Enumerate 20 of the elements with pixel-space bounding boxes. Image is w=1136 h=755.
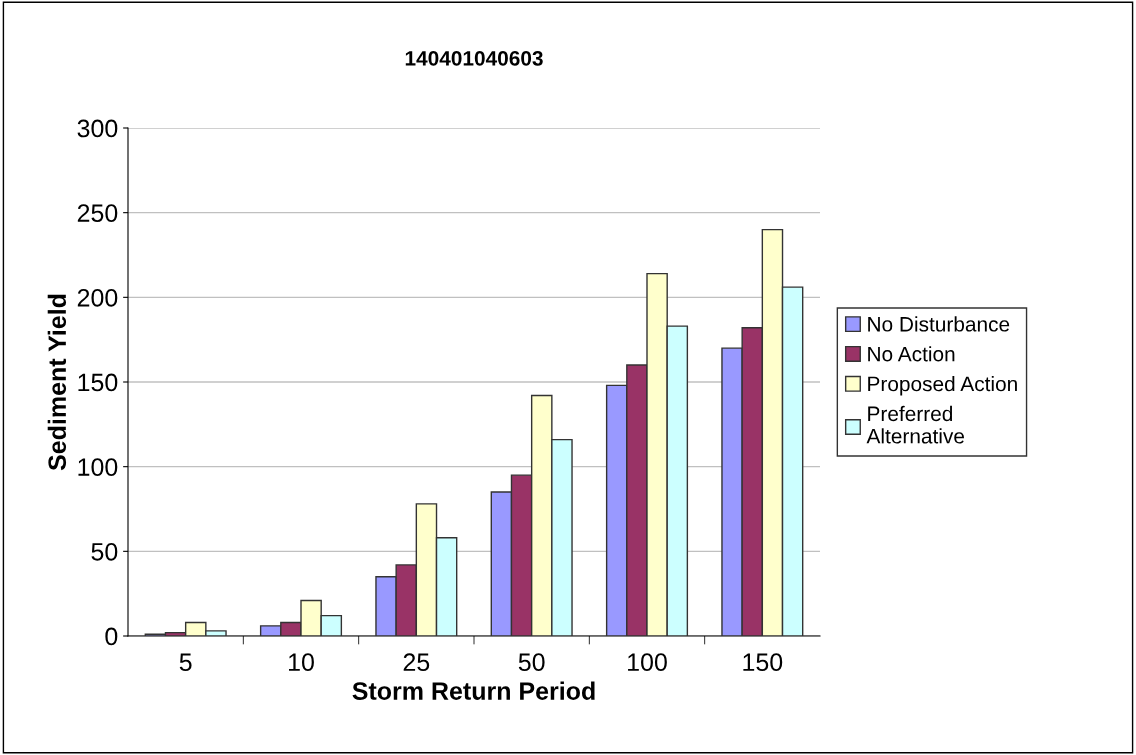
- y-tick-label: 300: [77, 119, 118, 138]
- y-tick-label: 150: [78, 373, 118, 392]
- y-axis-title: Sediment Yield: [47, 294, 67, 471]
- chart-title: 140401040603: [405, 50, 543, 66]
- x-tick-label: 50: [518, 653, 545, 672]
- x-tick-label: 25: [403, 653, 430, 672]
- y-tick-label: 0: [105, 627, 118, 646]
- legend-label: Proposed Action: [868, 375, 1017, 396]
- x-tick-label: 5: [179, 653, 192, 672]
- x-tick-label: 100: [628, 653, 667, 672]
- x-tick-label: 150: [743, 653, 783, 672]
- x-axis-title: Storm Return Period: [352, 681, 595, 700]
- y-tick-label: 200: [77, 288, 118, 307]
- x-tick-label: 10: [289, 653, 314, 672]
- legend-label: No Action: [868, 346, 955, 362]
- y-tick-label: 100: [78, 458, 118, 476]
- legend-label: Preferred Alternative: [866, 405, 965, 444]
- y-tick-label: 250: [77, 204, 118, 222]
- y-tick-label: 50: [91, 542, 118, 561]
- legend-label: No Disturbance: [868, 316, 1010, 332]
